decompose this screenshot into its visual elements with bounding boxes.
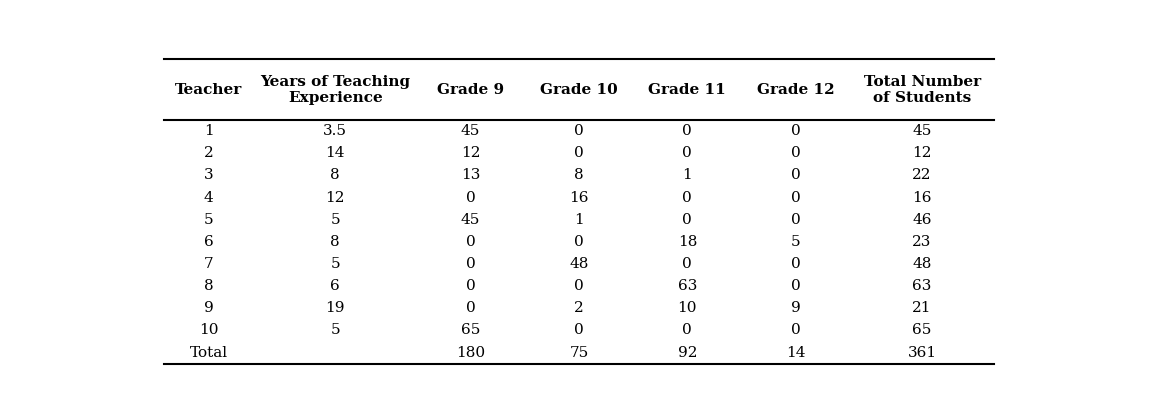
Text: 0: 0 xyxy=(791,323,800,338)
Text: 8: 8 xyxy=(331,235,340,249)
Text: 10: 10 xyxy=(678,301,697,315)
Text: 14: 14 xyxy=(786,346,805,360)
Text: 18: 18 xyxy=(678,235,697,249)
Text: 0: 0 xyxy=(683,213,692,227)
Text: Total Number
of Students: Total Number of Students xyxy=(863,74,981,105)
Text: 0: 0 xyxy=(466,235,475,249)
Text: 0: 0 xyxy=(791,213,800,227)
Text: 5: 5 xyxy=(204,213,213,227)
Text: 2: 2 xyxy=(204,146,213,160)
Text: 8: 8 xyxy=(331,169,340,182)
Text: 5: 5 xyxy=(331,213,340,227)
Text: 6: 6 xyxy=(331,279,340,293)
Text: 0: 0 xyxy=(466,257,475,271)
Text: 75: 75 xyxy=(570,346,588,360)
Text: 0: 0 xyxy=(466,301,475,315)
Text: 0: 0 xyxy=(574,235,584,249)
Text: 4: 4 xyxy=(204,191,213,204)
Text: 0: 0 xyxy=(683,323,692,338)
Text: 180: 180 xyxy=(456,346,485,360)
Text: 0: 0 xyxy=(791,257,800,271)
Text: 9: 9 xyxy=(204,301,213,315)
Text: 2: 2 xyxy=(574,301,584,315)
Text: 10: 10 xyxy=(199,323,219,338)
Text: Grade 10: Grade 10 xyxy=(541,83,617,97)
Text: 0: 0 xyxy=(791,191,800,204)
Text: 16: 16 xyxy=(570,191,588,204)
Text: Grade 12: Grade 12 xyxy=(757,83,834,97)
Text: 0: 0 xyxy=(683,146,692,160)
Text: 65: 65 xyxy=(461,323,480,338)
Text: 1: 1 xyxy=(204,124,213,138)
Text: 12: 12 xyxy=(325,191,345,204)
Text: 8: 8 xyxy=(574,169,584,182)
Text: 12: 12 xyxy=(912,146,932,160)
Text: 0: 0 xyxy=(683,257,692,271)
Text: 48: 48 xyxy=(570,257,588,271)
Text: 0: 0 xyxy=(574,279,584,293)
Text: 19: 19 xyxy=(325,301,345,315)
Text: 22: 22 xyxy=(912,169,932,182)
Text: 45: 45 xyxy=(461,124,480,138)
Text: 0: 0 xyxy=(466,279,475,293)
Text: 13: 13 xyxy=(461,169,480,182)
Text: 0: 0 xyxy=(683,124,692,138)
Text: 6: 6 xyxy=(204,235,213,249)
Text: 45: 45 xyxy=(461,213,480,227)
Text: Teacher: Teacher xyxy=(175,83,242,97)
Text: 65: 65 xyxy=(912,323,932,338)
Text: 45: 45 xyxy=(912,124,932,138)
Text: Total: Total xyxy=(190,346,228,360)
Text: 5: 5 xyxy=(331,257,340,271)
Text: 3: 3 xyxy=(204,169,213,182)
Text: 0: 0 xyxy=(574,124,584,138)
Text: 0: 0 xyxy=(791,146,800,160)
Text: Years of Teaching
Experience: Years of Teaching Experience xyxy=(260,74,410,105)
Text: 7: 7 xyxy=(204,257,213,271)
Text: 63: 63 xyxy=(678,279,697,293)
Text: 0: 0 xyxy=(466,191,475,204)
Text: 0: 0 xyxy=(791,279,800,293)
Text: 8: 8 xyxy=(204,279,213,293)
Text: 48: 48 xyxy=(912,257,932,271)
Text: Grade 9: Grade 9 xyxy=(437,83,504,97)
Text: 1: 1 xyxy=(574,213,584,227)
Text: 5: 5 xyxy=(331,323,340,338)
Text: 14: 14 xyxy=(325,146,345,160)
Text: 12: 12 xyxy=(461,146,480,160)
Text: 0: 0 xyxy=(791,124,800,138)
Text: 1: 1 xyxy=(683,169,692,182)
Text: 92: 92 xyxy=(678,346,697,360)
Text: 46: 46 xyxy=(912,213,932,227)
Text: 0: 0 xyxy=(574,146,584,160)
Text: Grade 11: Grade 11 xyxy=(649,83,726,97)
Text: 3.5: 3.5 xyxy=(323,124,347,138)
Text: 9: 9 xyxy=(791,301,800,315)
Text: 361: 361 xyxy=(908,346,937,360)
Text: 0: 0 xyxy=(574,323,584,338)
Text: 0: 0 xyxy=(791,169,800,182)
Text: 23: 23 xyxy=(912,235,932,249)
Text: 0: 0 xyxy=(683,191,692,204)
Text: 63: 63 xyxy=(912,279,932,293)
Text: 5: 5 xyxy=(791,235,800,249)
Text: 21: 21 xyxy=(912,301,932,315)
Text: 16: 16 xyxy=(912,191,932,204)
